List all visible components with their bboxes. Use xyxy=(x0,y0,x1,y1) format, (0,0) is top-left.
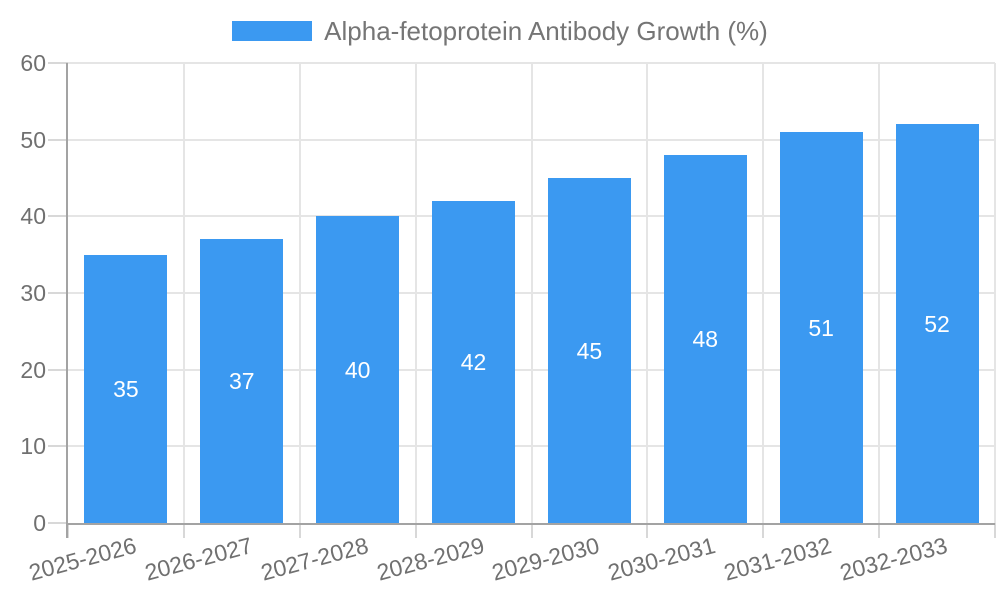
y-tick-label: 10 xyxy=(20,433,46,460)
y-tick xyxy=(48,215,68,218)
y-tick xyxy=(48,292,68,294)
v-gridline xyxy=(298,63,301,523)
x-tick xyxy=(646,523,649,538)
x-tick-label: 2030-2031 xyxy=(605,531,719,586)
y-tick xyxy=(48,445,68,448)
x-tick-label: 2025-2026 xyxy=(25,531,139,586)
v-gridline xyxy=(878,63,881,523)
v-gridline xyxy=(994,63,996,523)
bar-value-label: 37 xyxy=(229,368,255,395)
x-tick-label: 2026-2027 xyxy=(141,531,255,586)
y-tick-label: 40 xyxy=(20,203,46,230)
bar xyxy=(547,178,631,523)
y-tick xyxy=(48,62,68,64)
x-tick xyxy=(182,523,185,538)
y-tick-label: 30 xyxy=(20,280,46,306)
v-gridline xyxy=(762,63,765,523)
x-tick-label: 2032-2033 xyxy=(837,531,951,586)
y-tick xyxy=(48,138,68,141)
bar-value-label: 52 xyxy=(924,310,950,337)
x-tick xyxy=(762,523,765,538)
bar-value-label: 48 xyxy=(692,326,719,352)
x-tick-label: 2027-2028 xyxy=(257,531,371,586)
x-axis-line xyxy=(66,523,995,525)
x-tick xyxy=(414,523,417,538)
x-tick-label: 2031-2032 xyxy=(721,531,835,586)
y-tick-label: 60 xyxy=(20,50,46,76)
legend-swatch xyxy=(232,21,313,41)
bar xyxy=(895,124,979,523)
y-tick-label: 0 xyxy=(33,510,46,536)
x-tick-label: 2028-2029 xyxy=(373,531,487,586)
bar xyxy=(316,216,400,523)
y-tick-label: 20 xyxy=(20,356,46,383)
bar-value-label: 40 xyxy=(344,356,371,383)
y-tick-label: 50 xyxy=(20,126,46,153)
x-tick xyxy=(878,523,881,538)
x-tick xyxy=(530,523,533,538)
y-axis-line xyxy=(66,63,68,538)
bar xyxy=(200,239,284,523)
y-tick xyxy=(48,368,68,371)
bar xyxy=(84,254,168,523)
y-tick xyxy=(48,522,68,524)
bar-value-label: 51 xyxy=(808,314,834,341)
v-gridline xyxy=(530,63,533,523)
bar-value-label: 35 xyxy=(113,375,139,402)
x-tick xyxy=(298,523,301,538)
x-tick xyxy=(994,523,996,538)
legend-item[interactable]: Alpha-fetoprotein Antibody Growth (%) xyxy=(0,16,1000,46)
v-gridline xyxy=(414,63,417,523)
bar xyxy=(663,155,747,523)
v-gridline xyxy=(182,63,185,523)
bar xyxy=(779,132,863,523)
legend-label: Alpha-fetoprotein Antibody Growth (%) xyxy=(324,16,768,46)
bar xyxy=(432,201,516,523)
bar-value-label: 45 xyxy=(576,337,603,364)
x-tick xyxy=(67,523,69,538)
bar-value-label: 42 xyxy=(460,349,487,375)
v-gridline xyxy=(646,63,649,523)
x-tick-label: 2029-2030 xyxy=(489,531,603,586)
